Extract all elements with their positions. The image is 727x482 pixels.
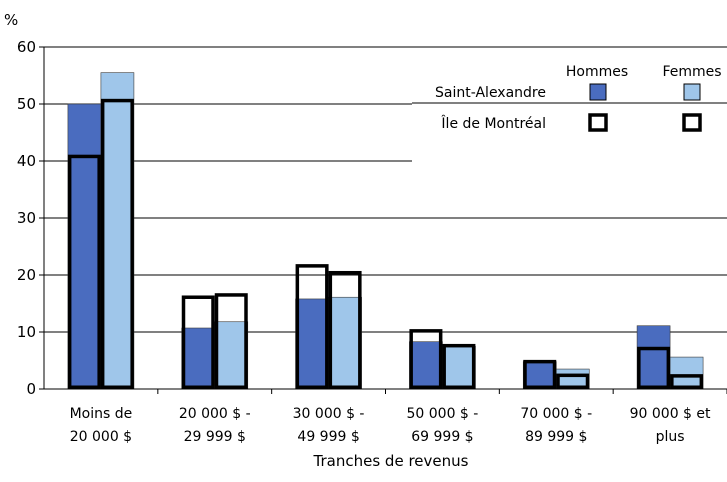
bar-saint-alexandre-femmes xyxy=(442,345,476,390)
bar-saint-alexandre-femmes xyxy=(328,296,362,390)
bar-ile-de-montreal-hommes xyxy=(181,295,215,390)
bars xyxy=(67,72,704,390)
y-tick-label: 50 xyxy=(17,95,36,113)
bar-saint-alexandre-hommes xyxy=(409,341,443,390)
x-category-label: 49 999 $ xyxy=(297,429,359,445)
bar-ile-de-montreal-femmes xyxy=(214,293,248,390)
legend-swatch-saint-alexandre-femmes xyxy=(683,83,701,101)
x-category-label: 30 000 $ - xyxy=(293,406,365,422)
bar-ile-de-montreal-hommes xyxy=(409,329,443,389)
y-axis-unit-label: % xyxy=(4,11,18,29)
x-category-label: 89 999 $ xyxy=(525,429,587,445)
bar-saint-alexandre-hommes xyxy=(522,361,557,390)
y-tick-label: 60 xyxy=(17,38,36,56)
x-axis-title: Tranches de revenus xyxy=(313,452,469,470)
x-category-label: 20 000 $ - xyxy=(179,406,251,422)
x-category-label: 50 000 $ - xyxy=(406,406,478,422)
x-category-label: 69 999 $ xyxy=(411,429,473,445)
bar-ile-de-montreal-hommes xyxy=(637,346,671,389)
bar-saint-alexandre-hommes xyxy=(295,298,329,390)
bar-saint-alexandre-femmes xyxy=(669,356,704,390)
y-tick-label: 30 xyxy=(17,209,36,227)
bar-ile-de-montreal-femmes xyxy=(100,98,134,390)
bar-saint-alexandre-femmes xyxy=(214,321,249,390)
axes: 0 10 20 30 40 50 60 xyxy=(17,38,727,398)
legend-swatch-ile-hommes xyxy=(588,113,608,132)
bar-saint-alexandre-hommes xyxy=(636,325,671,390)
bar-ile-de-montreal-femmes xyxy=(670,374,704,390)
x-category-label: 20 000 $ xyxy=(70,429,132,445)
bar-ile-de-montreal-femmes xyxy=(328,270,362,389)
legend-header-hommes: Hommes xyxy=(566,64,628,80)
bar-ile-de-montreal-femmes xyxy=(556,373,590,390)
x-category-label: 29 999 $ xyxy=(184,429,246,445)
x-category-label: 90 000 $ et xyxy=(630,406,711,422)
legend-swatch-ile-femmes xyxy=(682,113,702,132)
category-labels: Moins de 20 000 $ 20 000 $ - 29 999 $ 30 000… xyxy=(70,406,711,445)
legend-background xyxy=(412,62,727,180)
legend-row-saint-alexandre: Saint-Alexandre xyxy=(435,85,546,101)
gridlines xyxy=(44,46,727,333)
y-tick-label: 0 xyxy=(26,380,36,398)
legend: Hommes Femmes Saint-Alexandre Île de Mon… xyxy=(412,62,727,180)
y-tick-label: 20 xyxy=(17,266,36,284)
bar-ile-de-montreal-hommes xyxy=(67,154,101,389)
y-tick-label: 10 xyxy=(17,323,36,341)
x-category-label: Moins de xyxy=(70,406,133,422)
legend-row-ile-de-montreal: Île de Montréal xyxy=(440,114,546,132)
bar-ile-de-montreal-hommes xyxy=(523,359,557,390)
x-category-label: 70 000 $ - xyxy=(520,406,592,422)
bar-saint-alexandre-femmes xyxy=(100,72,135,390)
bar-saint-alexandre-hommes xyxy=(67,103,102,390)
x-category-label: plus xyxy=(656,429,685,445)
bar-ile-de-montreal-hommes xyxy=(295,264,329,390)
legend-header-femmes: Femmes xyxy=(662,64,721,80)
bar-ile-de-montreal-femmes xyxy=(442,343,476,389)
bar-saint-alexandre-hommes xyxy=(181,327,216,390)
y-tick-label: 40 xyxy=(17,152,36,170)
legend-swatch-saint-alexandre-hommes xyxy=(589,83,607,101)
